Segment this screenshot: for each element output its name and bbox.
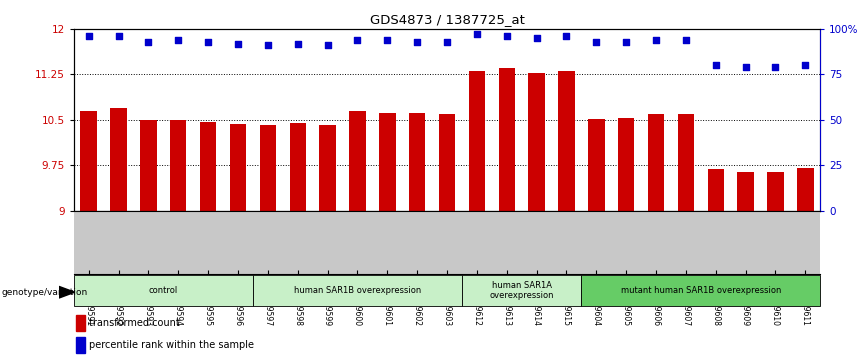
Bar [319, 125, 336, 211]
FancyBboxPatch shape [253, 275, 462, 306]
Bar [230, 124, 247, 211]
Bar [260, 125, 276, 211]
FancyBboxPatch shape [74, 275, 253, 306]
Text: mutant human SAR1B overexpression: mutant human SAR1B overexpression [621, 286, 781, 295]
Text: percentile rank within the sample: percentile rank within the sample [89, 340, 254, 350]
Text: human SAR1B overexpression: human SAR1B overexpression [293, 286, 421, 295]
Point [799, 62, 812, 68]
Point [112, 33, 126, 39]
Bar [200, 122, 216, 211]
FancyBboxPatch shape [462, 275, 582, 306]
Point [619, 39, 633, 45]
Bar [81, 111, 97, 211]
Point [589, 39, 603, 45]
Bar [76, 337, 85, 353]
Point [440, 39, 454, 45]
Bar [707, 170, 724, 211]
Bar [589, 119, 604, 211]
Bar [738, 172, 753, 211]
Bar [379, 113, 396, 211]
Bar [110, 108, 127, 211]
Text: transformed count: transformed count [89, 318, 181, 328]
Point [679, 37, 693, 43]
Bar [439, 114, 455, 211]
Bar [797, 168, 813, 211]
Polygon shape [59, 286, 75, 298]
Title: GDS4873 / 1387725_at: GDS4873 / 1387725_at [370, 13, 524, 26]
Point [470, 32, 483, 37]
Text: control: control [148, 286, 178, 295]
Bar [558, 71, 575, 211]
Text: human SAR1A
overexpression: human SAR1A overexpression [490, 281, 554, 300]
Point [82, 33, 95, 39]
Bar [618, 118, 635, 211]
Bar [529, 73, 545, 211]
Point [529, 35, 543, 41]
Bar [678, 114, 694, 211]
Point [261, 42, 275, 48]
Bar [498, 68, 515, 211]
Point [141, 39, 155, 45]
Bar [141, 120, 156, 211]
Point [380, 37, 394, 43]
FancyBboxPatch shape [582, 275, 820, 306]
Point [351, 37, 365, 43]
Point [231, 41, 245, 46]
Point [709, 62, 723, 68]
Point [649, 37, 663, 43]
Bar [767, 172, 784, 211]
Point [739, 64, 753, 70]
Point [500, 33, 514, 39]
Point [560, 33, 574, 39]
Bar [648, 114, 664, 211]
Point [768, 64, 782, 70]
Point [411, 39, 424, 45]
Point [291, 41, 305, 46]
Bar [469, 72, 485, 211]
Bar [349, 111, 365, 211]
Point [171, 37, 185, 43]
Bar [290, 123, 306, 211]
Bar [409, 113, 425, 211]
Point [201, 39, 215, 45]
Point [320, 42, 334, 48]
Text: genotype/variation: genotype/variation [2, 288, 88, 297]
Bar [76, 315, 85, 331]
Bar [170, 120, 187, 211]
